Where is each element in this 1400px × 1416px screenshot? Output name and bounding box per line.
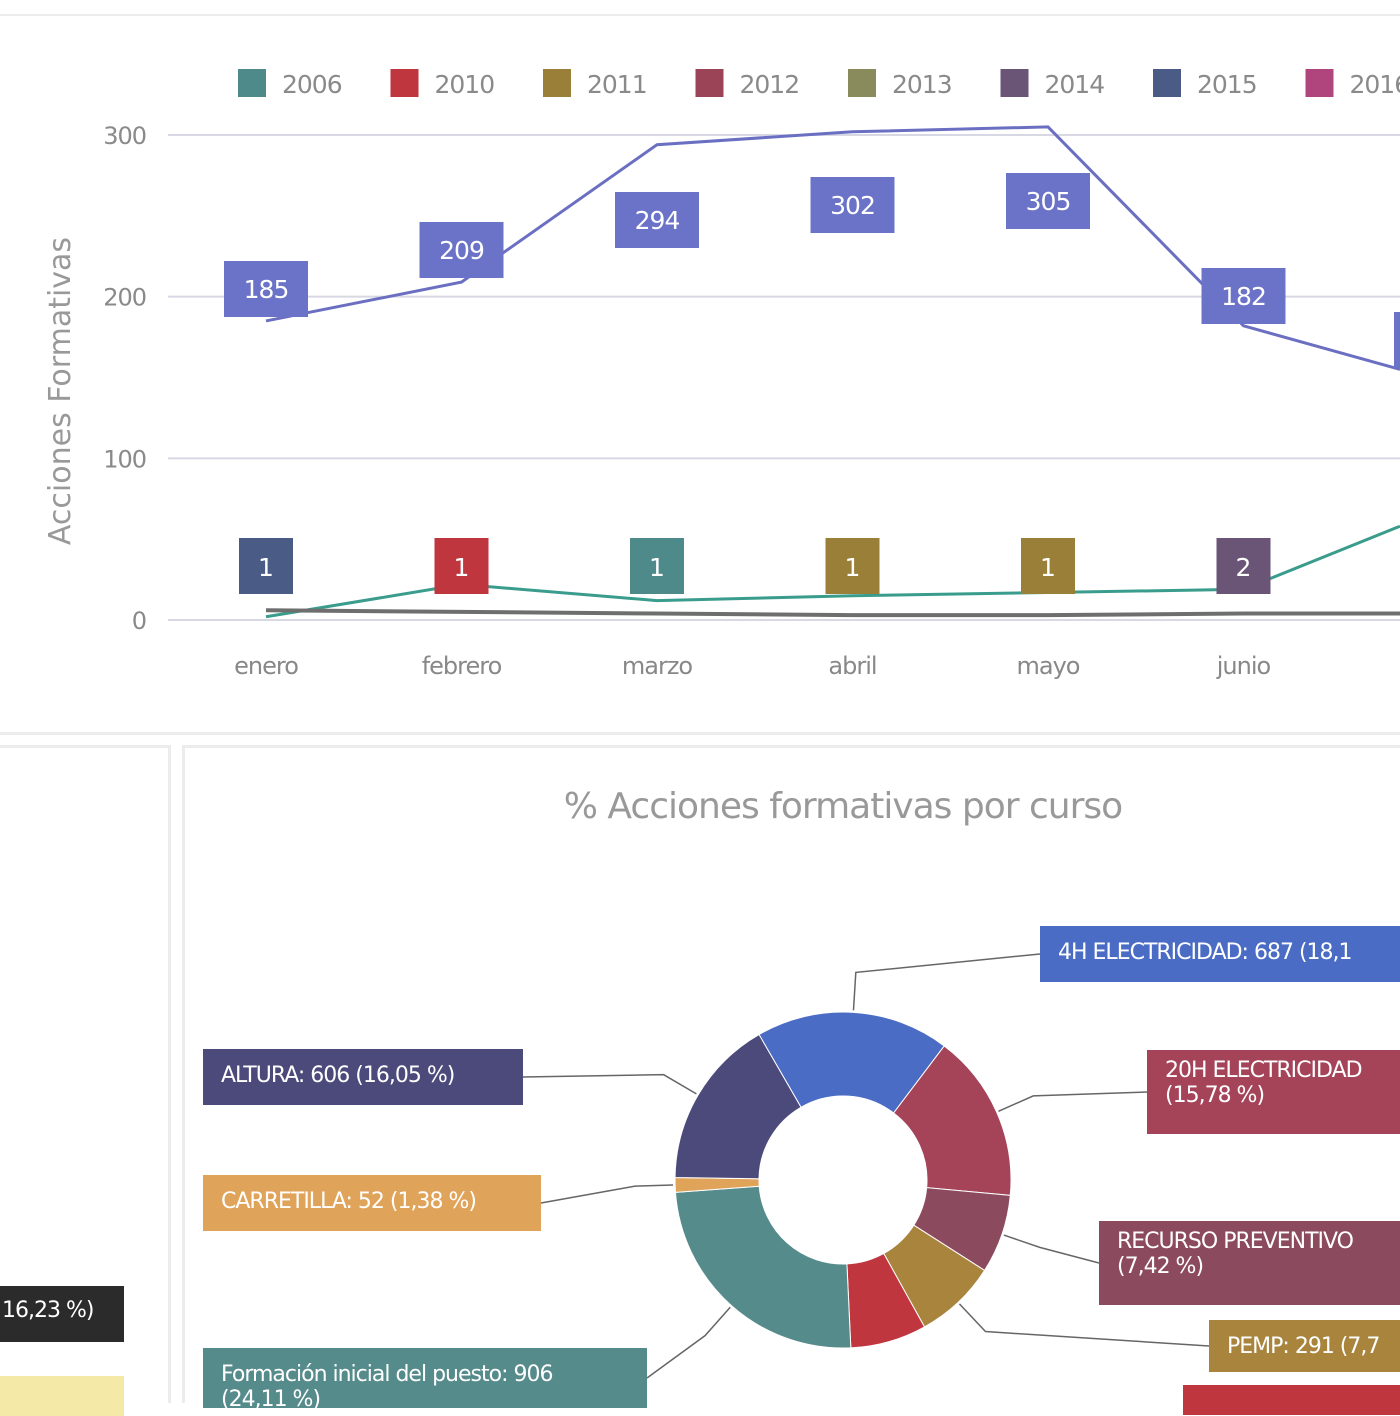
data-label-text: 305	[1026, 187, 1071, 216]
x-tick-label: abril	[828, 652, 876, 680]
x-tick-label: junio	[1216, 652, 1271, 680]
chart-title: % Acciones formativas por curso	[564, 786, 1122, 827]
legend-item: 2013	[848, 69, 952, 99]
x-tick-label: mayo	[1017, 652, 1080, 680]
data-label-text: 209	[439, 236, 484, 265]
data-label: 302	[811, 177, 895, 233]
left-panel: 16,23 %)	[0, 745, 171, 1403]
leader-line	[853, 954, 1040, 1010]
data-label: 294	[615, 192, 699, 248]
line-chart: 0 100 200 300 Acciones Formativas enero febrer…	[0, 16, 1400, 732]
x-tick-label: enero	[234, 652, 298, 680]
y-axis-label: Acciones Formativas	[43, 237, 78, 545]
leader-line	[541, 1185, 673, 1203]
x-tick-label: marzo	[622, 652, 693, 680]
data-label-text: 302	[830, 191, 875, 220]
data-label: 1	[826, 538, 880, 594]
donut-data-label: ALTURA: 606 (16,05 %)	[203, 1049, 523, 1105]
data-label: 209	[420, 222, 504, 278]
left-tag-yellow	[0, 1376, 124, 1416]
legend-item: 2014	[1001, 69, 1105, 99]
legend-label: 2013	[892, 70, 952, 99]
legend-swatch	[1001, 69, 1029, 97]
data-label: 182	[1202, 268, 1286, 324]
left-tag-dark: 16,23 %)	[0, 1286, 124, 1342]
legend-item: 2011	[543, 69, 647, 99]
data-label: 1	[630, 538, 684, 594]
leader-line	[998, 1092, 1147, 1111]
data-label-text: 1	[454, 553, 470, 582]
y-tick-label: 200	[103, 284, 146, 312]
data-label: 1	[435, 538, 489, 594]
donut-data-label: 4H ELECTRICIDAD: 687 (18,1	[1040, 926, 1400, 982]
line-chart-panel: 0 100 200 300 Acciones Formativas enero febrer…	[0, 14, 1400, 735]
legend-item: 2016	[1306, 69, 1400, 99]
data-label-text: 1	[649, 553, 665, 582]
data-label-text: 2	[1236, 553, 1252, 582]
donut-data-label: RECURSO PREVENTIVO (7,42 %)	[1099, 1221, 1400, 1305]
donut-data-label-partial	[1183, 1385, 1400, 1415]
legend-swatch	[1306, 69, 1334, 97]
series-line	[266, 610, 1400, 615]
data-label: 1	[1021, 538, 1075, 594]
legend-label: 2011	[587, 70, 647, 99]
x-tick-label: febrero	[422, 652, 502, 680]
data-label-box	[1394, 312, 1400, 368]
data-label-text: 294	[635, 206, 680, 235]
donut-data-label: CARRETILLA: 52 (1,38 %)	[203, 1175, 541, 1231]
legend-swatch	[543, 69, 571, 97]
y-tick-label: 100	[103, 445, 146, 473]
legend-swatch	[238, 69, 266, 97]
leader-line	[647, 1307, 730, 1378]
data-label: 185	[224, 261, 308, 317]
data-label-text: 1	[845, 553, 861, 582]
legend-label: 2010	[435, 70, 495, 99]
legend-item: 2010	[391, 69, 495, 99]
legend-swatch	[848, 69, 876, 97]
y-tick-label: 300	[103, 122, 146, 150]
data-label-text: 1	[1040, 553, 1056, 582]
legend-swatch	[1153, 69, 1181, 97]
legend-item: 2012	[696, 69, 800, 99]
legend-swatch	[696, 69, 724, 97]
y-tick-label: 0	[132, 607, 146, 635]
legend-label: 2016	[1350, 70, 1400, 99]
donut-chart-panel: % Acciones formativas por curso 4H ELECT…	[182, 745, 1400, 1403]
data-label: 305	[1006, 173, 1090, 229]
legend-label: 2014	[1045, 70, 1105, 99]
leader-line	[959, 1304, 1209, 1346]
legend-label: 2015	[1197, 70, 1257, 99]
data-label: 2	[1217, 538, 1271, 594]
donut-data-label: 20H ELECTRICIDAD (15,78 %)	[1147, 1050, 1400, 1134]
donut-data-label: PEMP: 291 (7,7	[1209, 1320, 1400, 1372]
donut-data-label: Formación inicial del puesto: 906 (24,11…	[203, 1348, 647, 1408]
data-label: 1	[239, 538, 293, 594]
donut-slice	[675, 1186, 850, 1348]
leader-line	[1004, 1235, 1099, 1263]
data-label-text: 1	[258, 553, 274, 582]
legend-item: 2006	[238, 69, 342, 99]
legend-item: 2015	[1153, 69, 1257, 99]
legend-label: 2012	[740, 70, 800, 99]
leader-line	[523, 1075, 696, 1094]
legend-swatch	[391, 69, 419, 97]
legend-label: 2006	[282, 70, 342, 99]
data-label-text: 182	[1221, 282, 1266, 311]
data-label-text: 185	[244, 275, 289, 304]
